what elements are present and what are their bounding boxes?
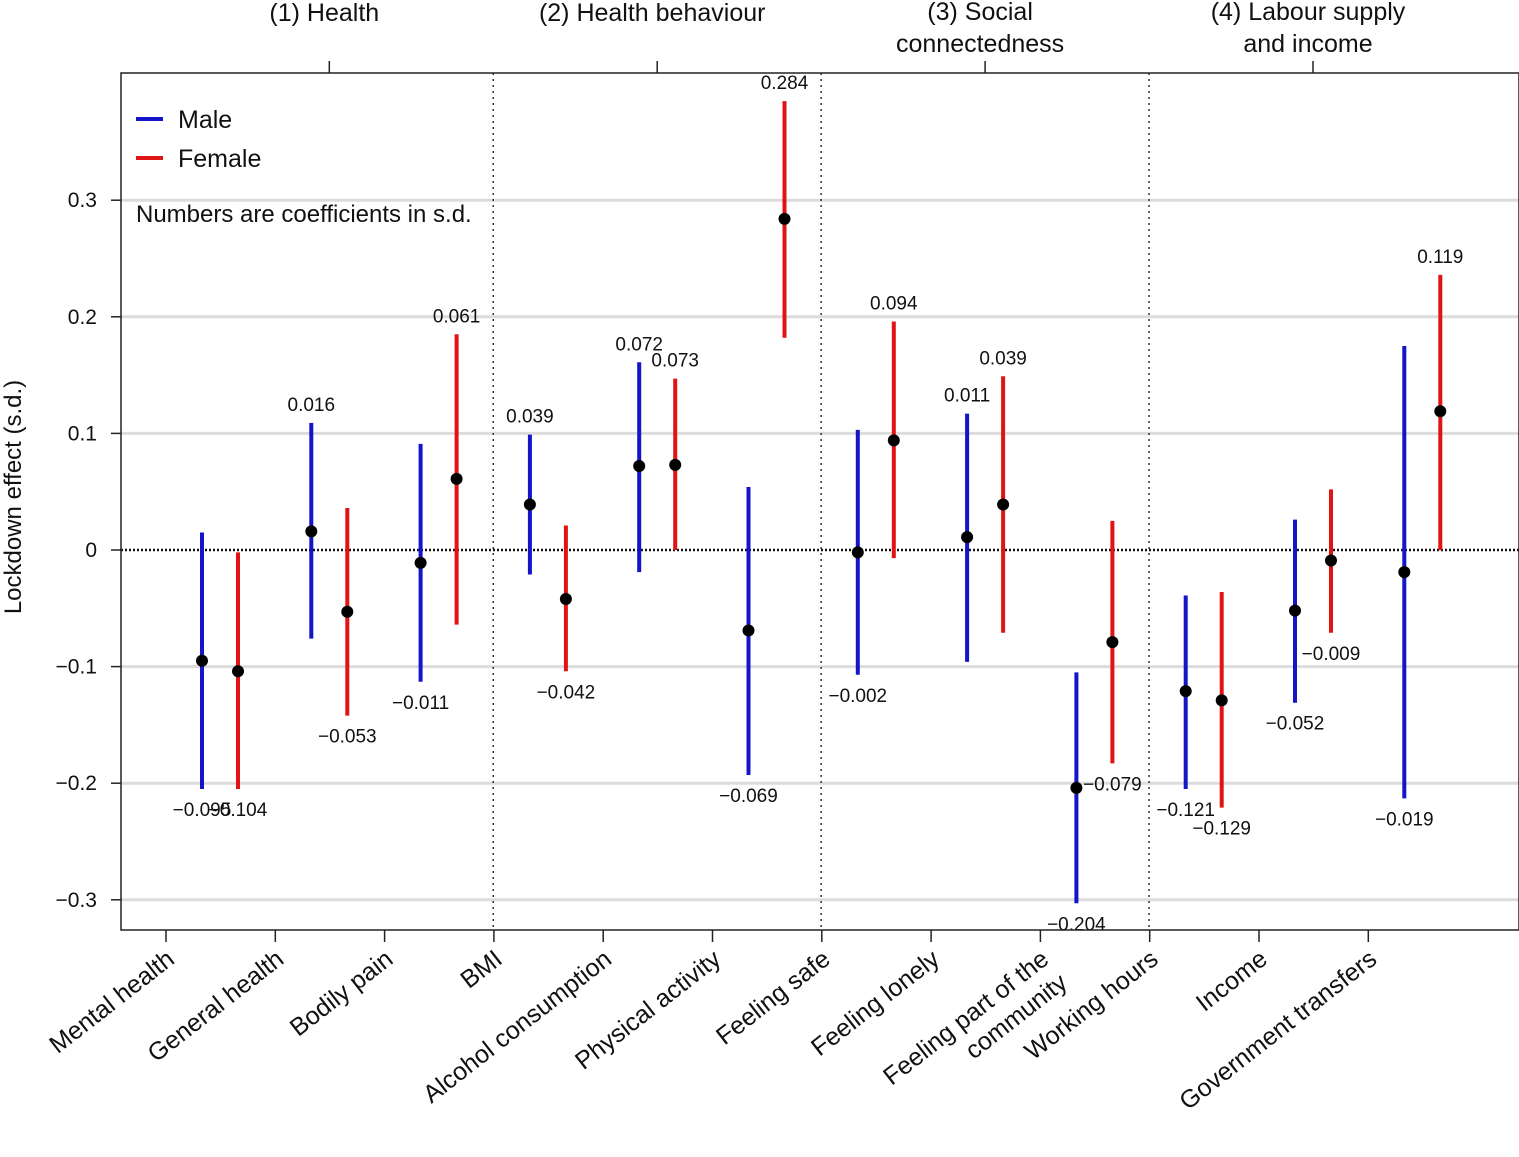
value-label-female: 0.073 <box>651 351 699 372</box>
point-female <box>887 434 900 447</box>
y-tick-label: 0.2 <box>68 306 97 329</box>
point-male <box>961 531 974 544</box>
group-label: (4) Labour supply and income <box>1211 0 1406 58</box>
value-label-male: 0.039 <box>506 407 554 428</box>
value-label-female: 0.119 <box>1417 247 1463 268</box>
group-label: (1) Health <box>269 0 379 27</box>
point-estimates <box>196 212 1447 794</box>
point-male <box>851 546 864 559</box>
y-axis-title: Lockdown effect (s.d.) <box>0 380 27 614</box>
value-label-male: −0.052 <box>1266 714 1325 735</box>
gridlines <box>121 198 1519 902</box>
group-axis: (1) Health (2) Health behaviour (3) Social… <box>269 0 1406 73</box>
point-male <box>305 525 318 538</box>
value-label-female: −0.079 <box>1083 774 1142 795</box>
legend-label-male: Male <box>178 106 232 134</box>
y-tick-label: 0.1 <box>68 422 97 445</box>
chart-note: Numbers are coefficients in s.d. <box>136 201 472 228</box>
point-male <box>1070 781 1083 794</box>
value-label-female: −0.009 <box>1302 644 1361 665</box>
value-label-female: −0.129 <box>1192 819 1251 840</box>
value-label-female: 0.094 <box>870 293 918 314</box>
value-label-male: −0.095 <box>173 800 232 821</box>
value-label-male: 0.072 <box>615 334 663 355</box>
x-tick-label: Alcohol consumption <box>418 945 617 1109</box>
point-female <box>1434 405 1447 418</box>
point-female <box>997 498 1010 511</box>
value-label-male: −0.204 <box>1047 914 1106 935</box>
point-female <box>1325 554 1337 567</box>
value-label-female: −0.104 <box>209 800 268 821</box>
point-female <box>1215 694 1228 707</box>
value-label-male: 0.016 <box>288 395 336 416</box>
value-labels: −0.095 0.016 −0.011 0.039 0.072 −0.069 −0.002 0… <box>173 73 1464 935</box>
value-label-female: 0.039 <box>979 348 1027 369</box>
value-label-male: −0.002 <box>828 686 887 707</box>
value-label-female: 0.061 <box>433 306 481 327</box>
point-male <box>523 498 536 511</box>
point-male <box>742 624 755 637</box>
value-label-male: 0.011 <box>944 386 990 407</box>
legend: Male Female <box>136 106 261 173</box>
value-label-male: −0.121 <box>1156 800 1215 821</box>
point-female <box>559 592 572 605</box>
y-axis: −0.3 −0.2 −0.1 0 0.1 0.2 0.3 <box>56 189 121 912</box>
y-tick-label: 0.3 <box>68 189 97 212</box>
x-tick-label: BMI <box>455 945 507 994</box>
point-male <box>1179 685 1192 698</box>
point-male <box>196 654 208 667</box>
point-female <box>341 605 354 618</box>
y-tick-label: −0.1 <box>56 656 97 679</box>
y-tick-label: 0 <box>85 539 97 562</box>
point-male <box>1289 604 1301 617</box>
value-label-female: −0.042 <box>537 682 596 703</box>
y-tick-label: −0.2 <box>56 772 97 795</box>
value-label-male: −0.069 <box>719 786 778 807</box>
point-male <box>633 460 646 473</box>
point-male <box>1398 566 1411 579</box>
point-female <box>1106 636 1119 649</box>
legend-label-female: Female <box>178 145 261 173</box>
point-female <box>232 665 244 678</box>
point-male <box>414 556 427 569</box>
group-separators <box>492 73 1150 930</box>
group-label: (3) Social connectedness <box>896 0 1064 58</box>
value-label-male: −0.011 <box>392 693 449 714</box>
value-label-female: 0.284 <box>761 73 809 94</box>
x-tick-label: Income <box>1191 945 1273 1018</box>
group-label: (2) Health behaviour <box>539 0 766 27</box>
value-label-female: −0.053 <box>318 727 377 748</box>
x-tick-label: Bodily pain <box>285 945 399 1042</box>
value-label-male: −0.019 <box>1375 809 1434 830</box>
point-female <box>669 458 682 471</box>
point-female <box>450 472 463 485</box>
y-tick-label: −0.3 <box>56 889 97 912</box>
x-tick-label: Government transfers <box>1174 945 1382 1116</box>
point-female <box>778 212 791 225</box>
plot-frame <box>120 72 1519 931</box>
